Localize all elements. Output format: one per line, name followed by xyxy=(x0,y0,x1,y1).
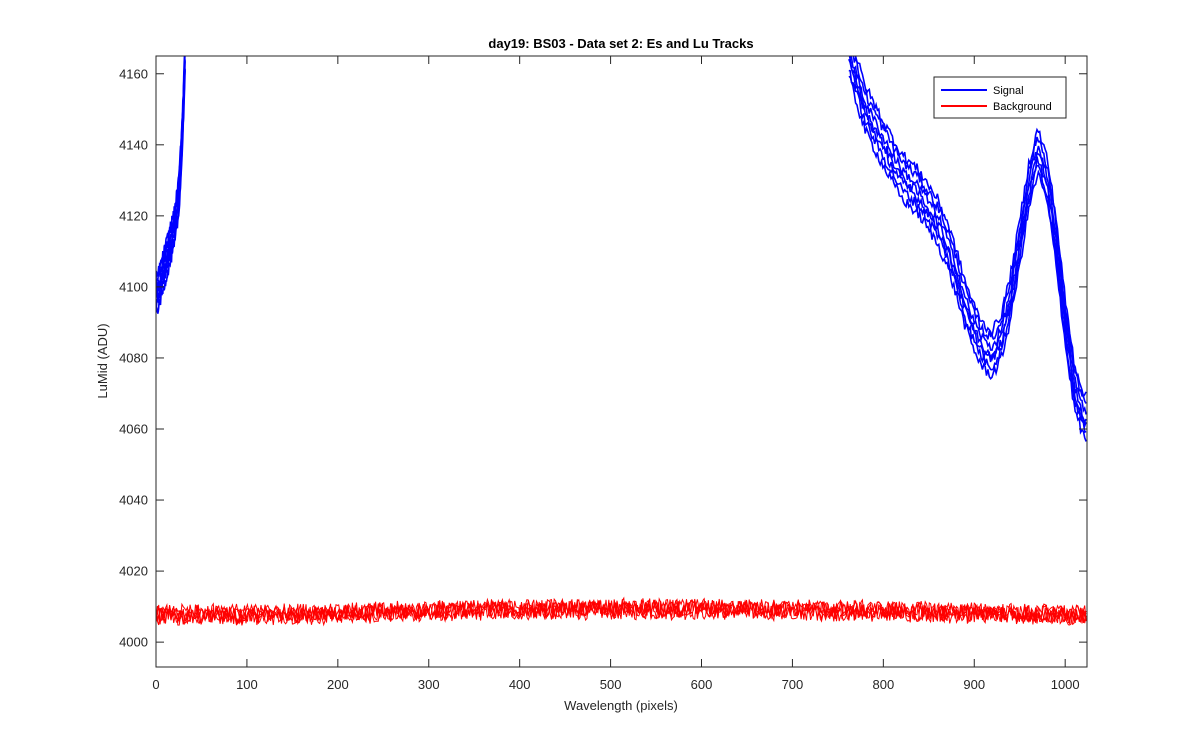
legend-background-label: Background xyxy=(993,101,1052,113)
x-tick-label: 400 xyxy=(509,677,531,692)
x-axis-label: Wavelength (pixels) xyxy=(564,698,678,713)
y-tick-label: 4120 xyxy=(119,208,148,223)
x-tick-label: 200 xyxy=(327,677,349,692)
x-tick-label: 600 xyxy=(691,677,713,692)
y-tick-label: 4100 xyxy=(119,279,148,294)
y-axis-label: LuMid (ADU) xyxy=(95,323,110,398)
axes-box xyxy=(155,55,1088,668)
x-tick-label: 100 xyxy=(236,677,258,692)
series-layer xyxy=(156,56,1087,627)
background-trace xyxy=(156,596,1087,624)
y-tick-label: 4040 xyxy=(119,493,148,508)
x-tick-label: 800 xyxy=(872,677,894,692)
x-tick-label: 700 xyxy=(782,677,804,692)
y-axis: 4000 4020 4040 4060 4080 4100 4120 4140 4160 xyxy=(119,66,1087,650)
x-tick-label: 300 xyxy=(418,677,440,692)
signal-trace xyxy=(848,56,1087,425)
y-tick-label: 4080 xyxy=(119,350,148,365)
y-tick-label: 4020 xyxy=(119,564,148,579)
x-axis: 0 100 200 300 400 500 600 700 800 900 1000 xyxy=(152,56,1080,692)
legend-signal-label: Signal xyxy=(993,85,1024,97)
x-tick-label: 1000 xyxy=(1051,677,1080,692)
legend: Signal Background xyxy=(933,76,1067,119)
signal-trace xyxy=(854,56,1087,399)
signal-trace xyxy=(852,56,1087,404)
chart-title: day19: BS03 - Data set 2: Es and Lu Trac… xyxy=(488,36,753,51)
y-tick-label: 4000 xyxy=(119,635,148,650)
x-tick-label: 0 xyxy=(152,677,159,692)
x-tick-label: 900 xyxy=(963,677,985,692)
y-tick-label: 4140 xyxy=(119,137,148,152)
signal-trace xyxy=(848,69,1087,434)
signal-trace xyxy=(156,56,186,279)
plot-area xyxy=(156,56,1087,667)
signal-trace xyxy=(849,56,1087,415)
y-tick-label: 4060 xyxy=(119,421,148,436)
x-tick-label: 500 xyxy=(600,677,622,692)
y-tick-label: 4160 xyxy=(119,66,148,81)
legend-box xyxy=(933,76,1067,119)
